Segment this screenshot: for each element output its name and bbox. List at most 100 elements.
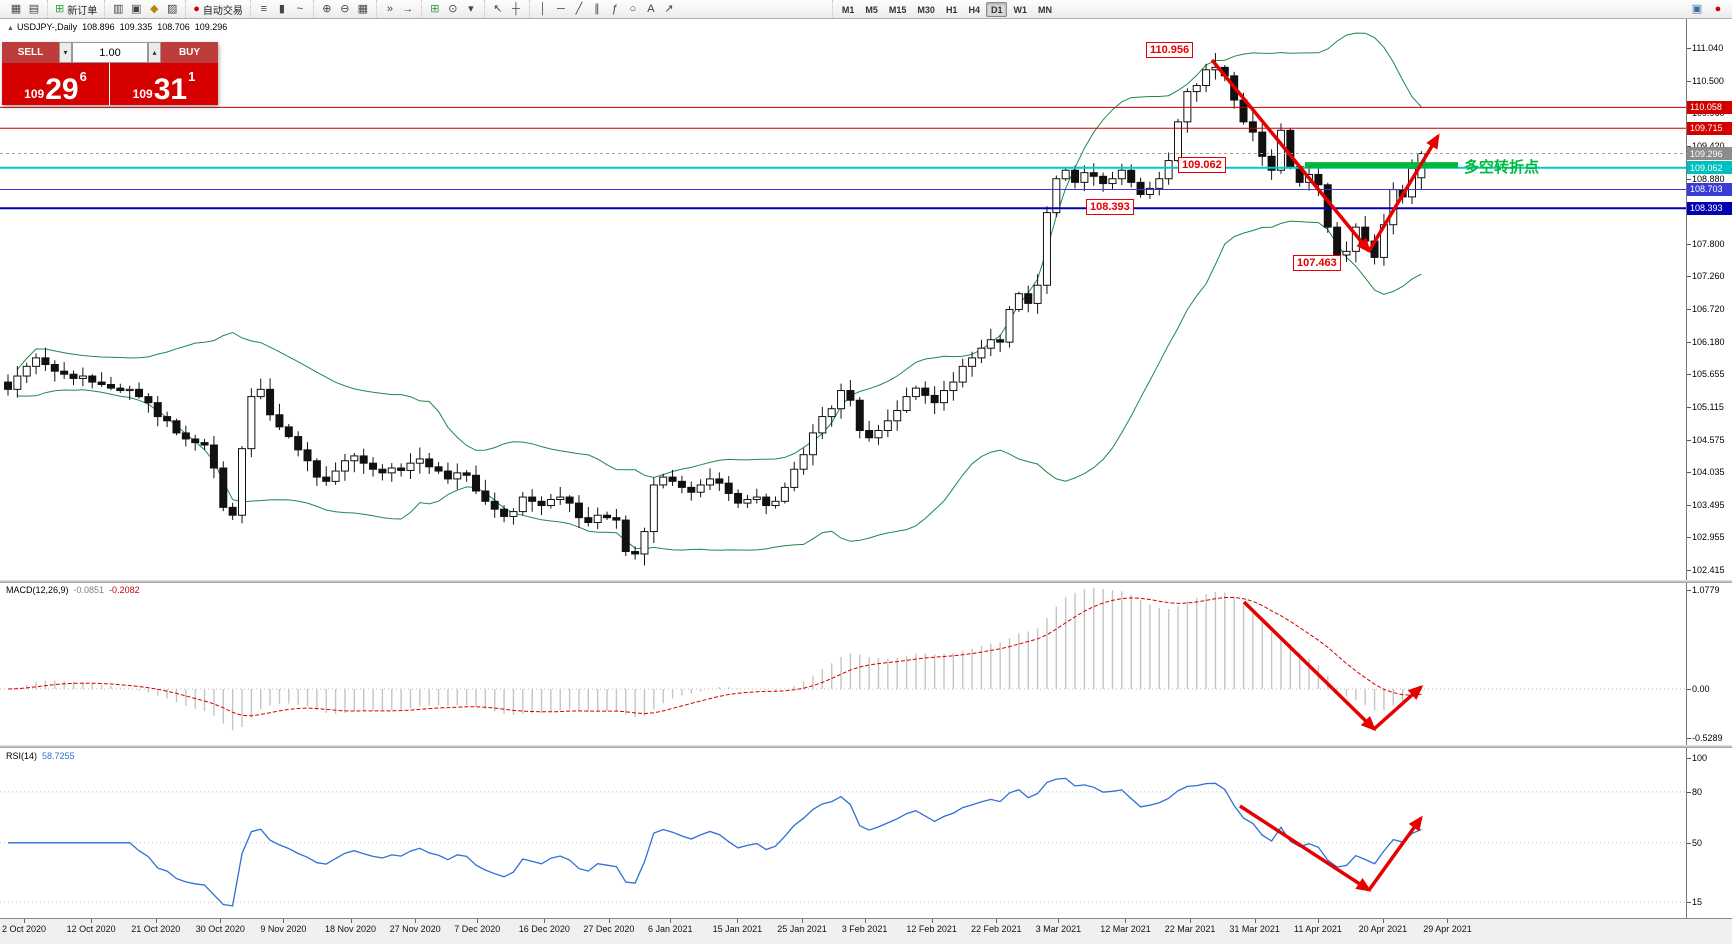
new-chart-button[interactable]: ▦ — [7, 1, 25, 18]
templates-button[interactable]: ▾ — [462, 1, 480, 18]
price-tick: 111.040 — [1686, 43, 1724, 53]
date-label: 21 Oct 2020 — [131, 919, 181, 934]
fibonacci-icon: ƒ — [611, 2, 618, 15]
macd-signal-value: -0.2082 — [109, 585, 140, 595]
auto-scroll-button[interactable]: » — [381, 1, 399, 18]
annotation-price-label[interactable]: 110.956 — [1146, 42, 1194, 58]
alert-icon[interactable]: ● — [1709, 1, 1727, 18]
fibonacci-button[interactable]: ƒ — [606, 1, 624, 18]
autotrading-button[interactable]: ● 自动交易 — [190, 1, 246, 18]
volume-up-button[interactable]: ▴ — [148, 42, 161, 63]
price-axis[interactable]: 111.040110.500109.960109.420108.880108.3… — [1686, 19, 1732, 918]
indicators-button[interactable]: ⊞ — [426, 1, 444, 18]
timeframe-h4[interactable]: H4 — [968, 4, 980, 15]
zoom-in-button[interactable]: ⊕ — [318, 1, 336, 18]
timeframe-w1[interactable]: W1 — [1013, 4, 1027, 15]
terminal-button[interactable]: ▨ — [163, 1, 181, 18]
timeframe-h1[interactable]: H1 — [945, 4, 958, 15]
sell-price-whole: 109 — [24, 87, 45, 101]
price-tick: 103.495 — [1687, 499, 1725, 510]
price-tick: 106.720 — [1687, 304, 1725, 314]
buy-price-button[interactable]: 109 31 1 — [110, 63, 218, 105]
toolbar-groups: ▦ ▤ ⊞ 新订单 ▥ ▣ ◆ ▨ ● 自动交易 ≡ ▮ ~ ⊕ ⊖ ▦» → ⊞ ⊙ ▾ ↖ ┼ │ ─ ╱ ∥ ƒ ○ A ↗ — [3, 0, 682, 18]
crosshair-icon: ┼ — [511, 2, 520, 15]
tile-windows-button[interactable]: ▦ — [354, 1, 372, 18]
price-tick: 104.035 — [1687, 467, 1725, 478]
price-tick: 105.655 — [1687, 369, 1725, 380]
profiles-icon: ▤ — [28, 2, 40, 15]
volume-down-button[interactable]: ▾ — [59, 42, 72, 63]
timeframe-d1[interactable]: D1 — [985, 1, 1008, 17]
chart-window-icon[interactable]: ▣ — [1688, 1, 1706, 18]
text-button[interactable]: A — [642, 1, 660, 18]
market-watch-button[interactable]: ▥ — [109, 1, 127, 18]
annotation-price-label[interactable]: 108.393 — [1086, 199, 1134, 215]
macd-axis-tick: -0.5289 — [1687, 732, 1723, 743]
date-axis[interactable]: 2 Oct 2020 12 Oct 2020 21 Oct 2020 30 Oct 2… — [0, 918, 1732, 944]
volume-input[interactable]: 1.00 — [72, 42, 148, 63]
sell-button[interactable]: SELL — [2, 42, 59, 63]
chart-shift-icon: → — [402, 2, 414, 15]
chart-symbol: USDJPY-,Daily — [16, 22, 78, 32]
profiles-button[interactable]: ▤ — [25, 1, 43, 18]
crosshair-button[interactable]: ┼ — [507, 1, 525, 18]
vertical-line-button[interactable]: │ — [534, 1, 552, 18]
one-click-trading-panel: SELL ▾ 1.00 ▴ BUY 109 29 6 109 31 1 — [2, 42, 218, 105]
date-label: 12 Mar 2021 — [1100, 919, 1151, 934]
bars-chart-button[interactable]: ≡ — [255, 1, 273, 18]
timeframe-m15[interactable]: M15 — [888, 4, 907, 15]
date-label: 15 Jan 2021 — [712, 919, 763, 934]
arrows-button[interactable]: ↗ — [660, 1, 678, 18]
line-chart-button[interactable]: ~ — [291, 1, 309, 18]
candlestick-chart-button[interactable]: ▮ — [273, 1, 291, 18]
rsi-pane-splitter[interactable] — [0, 745, 1732, 748]
macd-axis-tick: 1.0779 — [1687, 585, 1720, 596]
price-tick: 110.500 — [1687, 75, 1724, 86]
macd-pane-splitter[interactable] — [0, 580, 1732, 583]
sell-price-button[interactable]: 109 29 6 — [2, 63, 110, 105]
shapes-button[interactable]: ○ — [624, 1, 642, 18]
zoom-out-button[interactable]: ⊖ — [336, 1, 354, 18]
ohlc-close: 109.296 — [194, 22, 228, 32]
tile-windows-icon: ▦ — [357, 2, 369, 15]
date-label: 16 Dec 2020 — [518, 919, 570, 934]
market-watch-icon: ▥ — [113, 2, 124, 15]
price-tick: 105.115 — [1687, 401, 1724, 412]
timeframe-m1[interactable]: M1 — [841, 4, 855, 15]
date-label: 25 Jan 2021 — [777, 919, 827, 934]
annotation-price-label[interactable]: 107.463 — [1293, 255, 1341, 271]
cursor-icon: ↖ — [493, 2, 503, 15]
alert-icon: ● — [1714, 2, 1722, 15]
ohlc-low: 108.706 — [157, 22, 190, 32]
date-label: 9 Nov 2020 — [260, 919, 307, 934]
buy-button[interactable]: BUY — [161, 42, 218, 63]
auto-scroll-icon: » — [386, 2, 393, 15]
ohlc-open: 108.896 — [82, 22, 115, 32]
chart-shift-button[interactable]: → — [399, 1, 417, 18]
cursor-button[interactable]: ↖ — [489, 1, 507, 18]
timeframe-m5[interactable]: M5 — [865, 4, 878, 15]
price-tick: 109.420 — [1687, 140, 1725, 151]
date-label: 18 Nov 2020 — [325, 919, 377, 934]
channel-button[interactable]: ∥ — [588, 1, 606, 18]
timeframe-m30[interactable]: M30 — [917, 4, 935, 15]
zoom-out-icon: ⊖ — [340, 2, 350, 15]
indicators-icon: ⊞ — [430, 2, 440, 15]
horizontal-line-button[interactable]: ─ — [552, 1, 570, 18]
date-label: 27 Nov 2020 — [389, 919, 441, 934]
date-label: 27 Dec 2020 — [583, 919, 635, 934]
trendline-button[interactable]: ╱ — [570, 1, 588, 18]
timeframe-mn[interactable]: MN — [1037, 4, 1052, 15]
navigator-button[interactable]: ◆ — [145, 1, 163, 18]
annotation-price-label[interactable]: 109.062 — [1178, 157, 1226, 173]
periods-button[interactable]: ⊙ — [444, 1, 462, 18]
date-label: 12 Feb 2021 — [906, 919, 957, 934]
rsi-axis-tick: 100 — [1686, 753, 1708, 763]
vertical-line-icon: │ — [539, 2, 547, 15]
horizontal-line-icon: ─ — [556, 2, 565, 15]
new-order-button[interactable]: ⊞ 新订单 — [52, 1, 100, 18]
data-window-button[interactable]: ▣ — [127, 1, 145, 18]
pivot-point-label[interactable]: 多空转折点 — [1464, 159, 1540, 176]
text-icon: A — [647, 2, 655, 15]
